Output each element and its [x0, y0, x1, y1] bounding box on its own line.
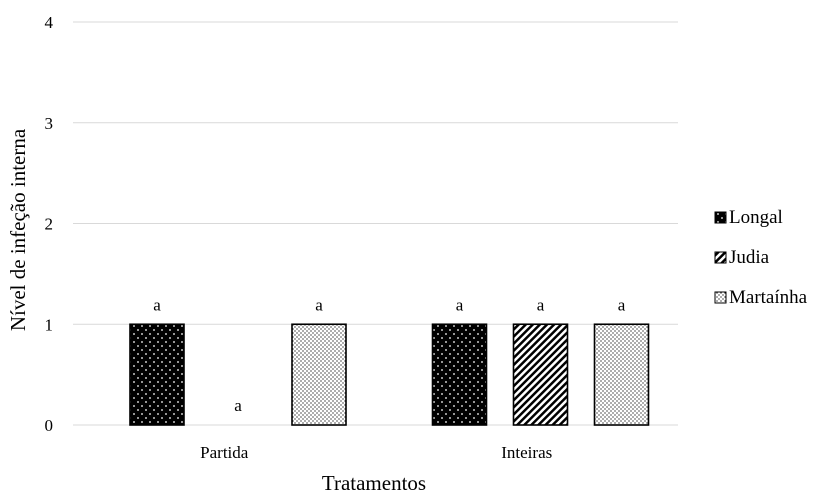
data-label: a: [153, 295, 161, 314]
bar: [291, 323, 347, 426]
bar: [431, 323, 488, 426]
y-tick-label: 3: [45, 114, 54, 133]
legend: Longal Judia Martaínha: [714, 207, 808, 308]
x-axis-title: Tratamentos: [322, 471, 426, 494]
legend-swatch: [714, 291, 727, 304]
y-tick-label: 2: [45, 215, 54, 234]
bars: [129, 323, 650, 426]
bar: [593, 323, 650, 426]
data-label: a: [537, 295, 545, 314]
legend-swatch: [714, 211, 727, 224]
x-axis-ticks: Partida Inteiras: [200, 443, 552, 462]
y-tick-label: 4: [45, 13, 54, 32]
data-labels: a a a a a a: [153, 295, 626, 415]
y-tick-label: 0: [45, 416, 54, 435]
data-label: a: [618, 295, 626, 314]
legend-label: Longal: [729, 207, 783, 228]
data-label: a: [315, 295, 323, 314]
y-axis-title: Nível de infeção interna: [6, 128, 30, 331]
legend-label: Martaínha: [729, 287, 808, 308]
bar: [512, 323, 569, 426]
y-tick-label: 1: [45, 315, 54, 334]
legend-swatch: [714, 251, 727, 264]
bar: [129, 323, 185, 426]
data-label: a: [456, 295, 464, 314]
legend-label: Judia: [729, 247, 770, 268]
data-label: a: [234, 396, 242, 415]
y-axis-ticks: 0 1 2 3 4: [45, 13, 54, 435]
x-tick-label: Inteiras: [501, 443, 552, 462]
x-tick-label: Partida: [200, 443, 249, 462]
